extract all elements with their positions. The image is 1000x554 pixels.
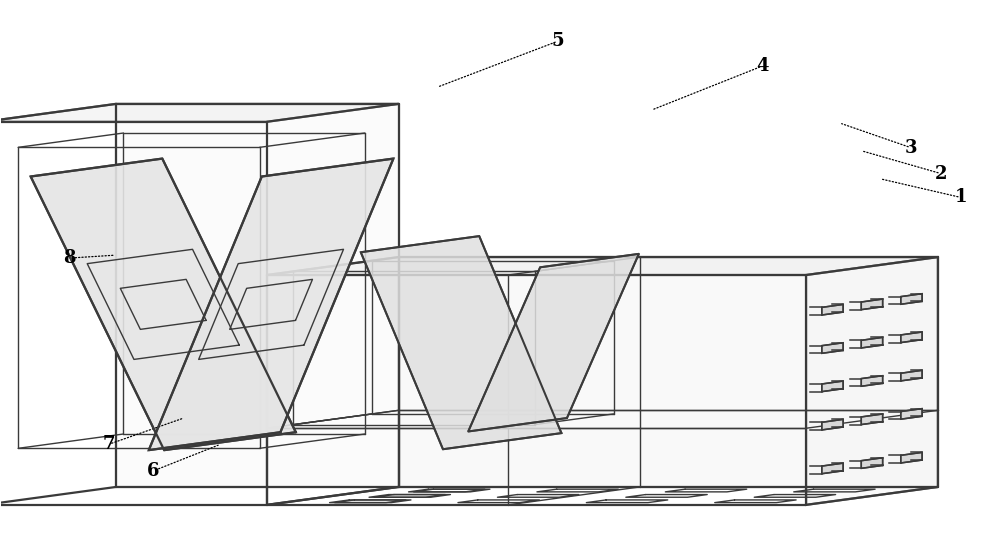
Polygon shape xyxy=(399,257,938,487)
Polygon shape xyxy=(861,458,883,468)
Polygon shape xyxy=(468,254,639,432)
Text: 4: 4 xyxy=(756,57,769,75)
Text: 1: 1 xyxy=(954,188,967,207)
Polygon shape xyxy=(149,158,393,450)
Polygon shape xyxy=(901,370,922,381)
Polygon shape xyxy=(822,381,843,392)
Polygon shape xyxy=(822,419,843,430)
Polygon shape xyxy=(901,409,922,419)
Text: 2: 2 xyxy=(935,165,947,182)
Polygon shape xyxy=(861,414,883,424)
Polygon shape xyxy=(901,332,922,342)
Text: 3: 3 xyxy=(905,138,917,157)
Polygon shape xyxy=(31,158,296,450)
Text: 7: 7 xyxy=(103,435,115,453)
Text: 5: 5 xyxy=(552,32,564,50)
Polygon shape xyxy=(822,463,843,474)
Polygon shape xyxy=(861,376,883,386)
Polygon shape xyxy=(361,236,561,449)
Polygon shape xyxy=(861,299,883,310)
Text: 8: 8 xyxy=(63,249,75,267)
Polygon shape xyxy=(116,104,399,487)
Polygon shape xyxy=(822,305,843,315)
Polygon shape xyxy=(806,257,938,505)
Polygon shape xyxy=(267,257,938,275)
Text: 6: 6 xyxy=(147,462,159,480)
Polygon shape xyxy=(861,337,883,348)
Polygon shape xyxy=(901,453,922,463)
Polygon shape xyxy=(822,343,843,353)
Polygon shape xyxy=(901,294,922,304)
Polygon shape xyxy=(0,104,399,122)
